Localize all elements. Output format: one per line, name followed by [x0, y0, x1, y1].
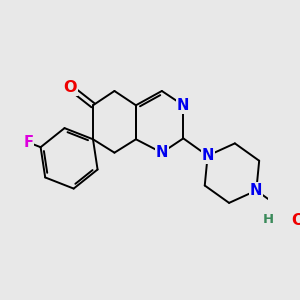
Text: N: N [202, 148, 214, 163]
Text: H: H [263, 213, 274, 226]
Text: N: N [250, 183, 262, 198]
Text: N: N [177, 98, 190, 113]
Text: F: F [24, 135, 34, 150]
Text: N: N [156, 145, 168, 160]
Text: O: O [64, 80, 77, 95]
Text: O: O [291, 213, 300, 228]
